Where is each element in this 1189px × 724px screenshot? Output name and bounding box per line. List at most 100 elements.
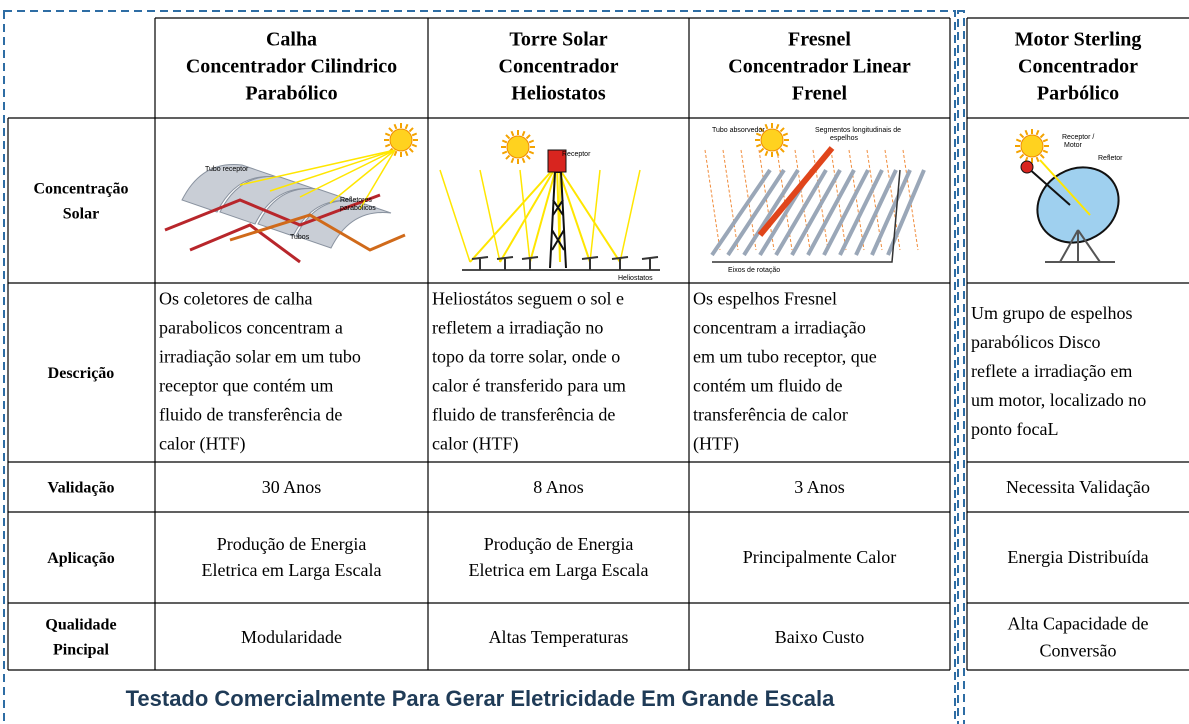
description-line: Um grupo de espelhos <box>971 303 1132 323</box>
mirror <box>838 169 884 256</box>
application-line: Energia Distribuída <box>1007 547 1148 567</box>
heliostat <box>611 256 629 270</box>
heliostat <box>471 256 489 270</box>
sun-ray <box>1042 138 1049 143</box>
mirror <box>774 168 828 257</box>
sun-ray <box>1015 149 1022 154</box>
application-line: Eletrica em Larga Escala <box>201 560 381 580</box>
quality-line: Alta Capacidade de <box>1008 614 1149 634</box>
column-header: Fresnel <box>788 29 851 51</box>
heliostat <box>496 256 514 270</box>
sun-ray <box>501 139 508 144</box>
sun-ray <box>1035 156 1040 163</box>
column-header: Motor Sterling <box>1015 29 1142 51</box>
mirror <box>870 169 912 256</box>
mirror <box>822 169 870 256</box>
row-label: Concentração <box>33 181 128 198</box>
ray <box>479 169 501 263</box>
receptor <box>547 149 567 173</box>
figure-label: Tubos <box>290 234 310 241</box>
description-line: transferência de calor <box>693 405 848 425</box>
description-line: calor é transferido para um <box>432 376 626 396</box>
mirror <box>790 169 842 256</box>
description-line: fluido de transferência de <box>159 405 342 425</box>
sun-ray <box>759 127 765 133</box>
quality-line: Conversão <box>1040 641 1117 661</box>
ray <box>359 149 396 210</box>
ray <box>439 169 471 263</box>
sun-ray <box>782 143 789 148</box>
row-label: Descrição <box>48 365 115 382</box>
ray <box>776 149 793 251</box>
sun-ray <box>510 157 515 164</box>
figure-label: Tubo absorvedor <box>712 127 765 134</box>
sun-ray <box>510 130 515 137</box>
row-label: Qualidade <box>45 617 116 634</box>
sun-ray <box>384 143 391 148</box>
sun-ray <box>411 143 418 148</box>
figure-label: espelhos <box>830 135 859 142</box>
column-header: Frenel <box>792 83 848 105</box>
row-label: Validação <box>48 480 115 497</box>
sun-ray <box>755 132 762 137</box>
sun-ray <box>779 147 785 153</box>
sun-ray <box>1024 129 1029 136</box>
ray <box>619 169 641 263</box>
sun-ray <box>408 127 414 133</box>
sun-ray <box>393 123 398 130</box>
pipe <box>189 223 301 264</box>
application-line: Eletrica em Larga Escala <box>468 560 648 580</box>
column-header: Calha <box>266 29 317 51</box>
sun-ray <box>505 154 511 160</box>
sun <box>1020 134 1044 158</box>
sun-ray <box>1015 138 1022 143</box>
ray <box>722 149 739 251</box>
mirror <box>854 169 898 256</box>
column-header: Parabólico <box>245 83 337 105</box>
description-line: Heliostátos seguem o sol e <box>432 289 624 309</box>
description-line: contém um fluido de <box>693 376 842 396</box>
heliostat <box>521 256 539 270</box>
ray <box>589 169 601 263</box>
sun-ray <box>384 132 391 137</box>
sun-ray <box>764 123 769 130</box>
column-header: Parbólico <box>1037 83 1119 105</box>
dish <box>1036 166 1120 244</box>
ray <box>556 164 591 263</box>
figure-label: Segmentos longitudinais de <box>815 127 901 134</box>
ray <box>469 164 558 263</box>
mirror <box>726 168 786 257</box>
description-line: refletem a irradiação no <box>432 318 603 338</box>
sun-ray <box>1039 133 1045 139</box>
ray <box>529 164 558 263</box>
column-header: Torre Solar <box>509 29 607 51</box>
sun-ray <box>505 134 511 140</box>
sun-ray <box>755 143 762 148</box>
application-line: Produção de Energia <box>217 534 367 554</box>
validation: 8 Anos <box>533 477 584 497</box>
heliostat <box>641 256 659 270</box>
absorber <box>757 146 835 237</box>
sun-ray <box>408 147 414 153</box>
sun-ray <box>779 127 785 133</box>
sun-ray <box>528 139 535 144</box>
quality-line: Altas Temperaturas <box>489 627 629 647</box>
description-line: (HTF) <box>693 434 739 455</box>
description-line: receptor que contém um <box>159 376 333 396</box>
sun-ray <box>521 130 526 137</box>
sun-ray <box>525 154 531 160</box>
row-label: Aplicação <box>47 550 115 567</box>
sun-ray <box>1019 153 1025 159</box>
pipe <box>229 213 406 252</box>
dashed-separator <box>957 10 965 724</box>
mirror <box>806 169 856 256</box>
sun-ray <box>388 127 394 133</box>
sun <box>389 128 413 152</box>
sun-ray <box>393 150 398 157</box>
description-line: em um tubo receptor, que <box>693 347 877 367</box>
description-line: fluido de transferência de <box>432 405 615 425</box>
description-line: Os coletores de calha <box>159 289 312 309</box>
frame <box>712 169 901 263</box>
heliostat <box>581 256 599 270</box>
